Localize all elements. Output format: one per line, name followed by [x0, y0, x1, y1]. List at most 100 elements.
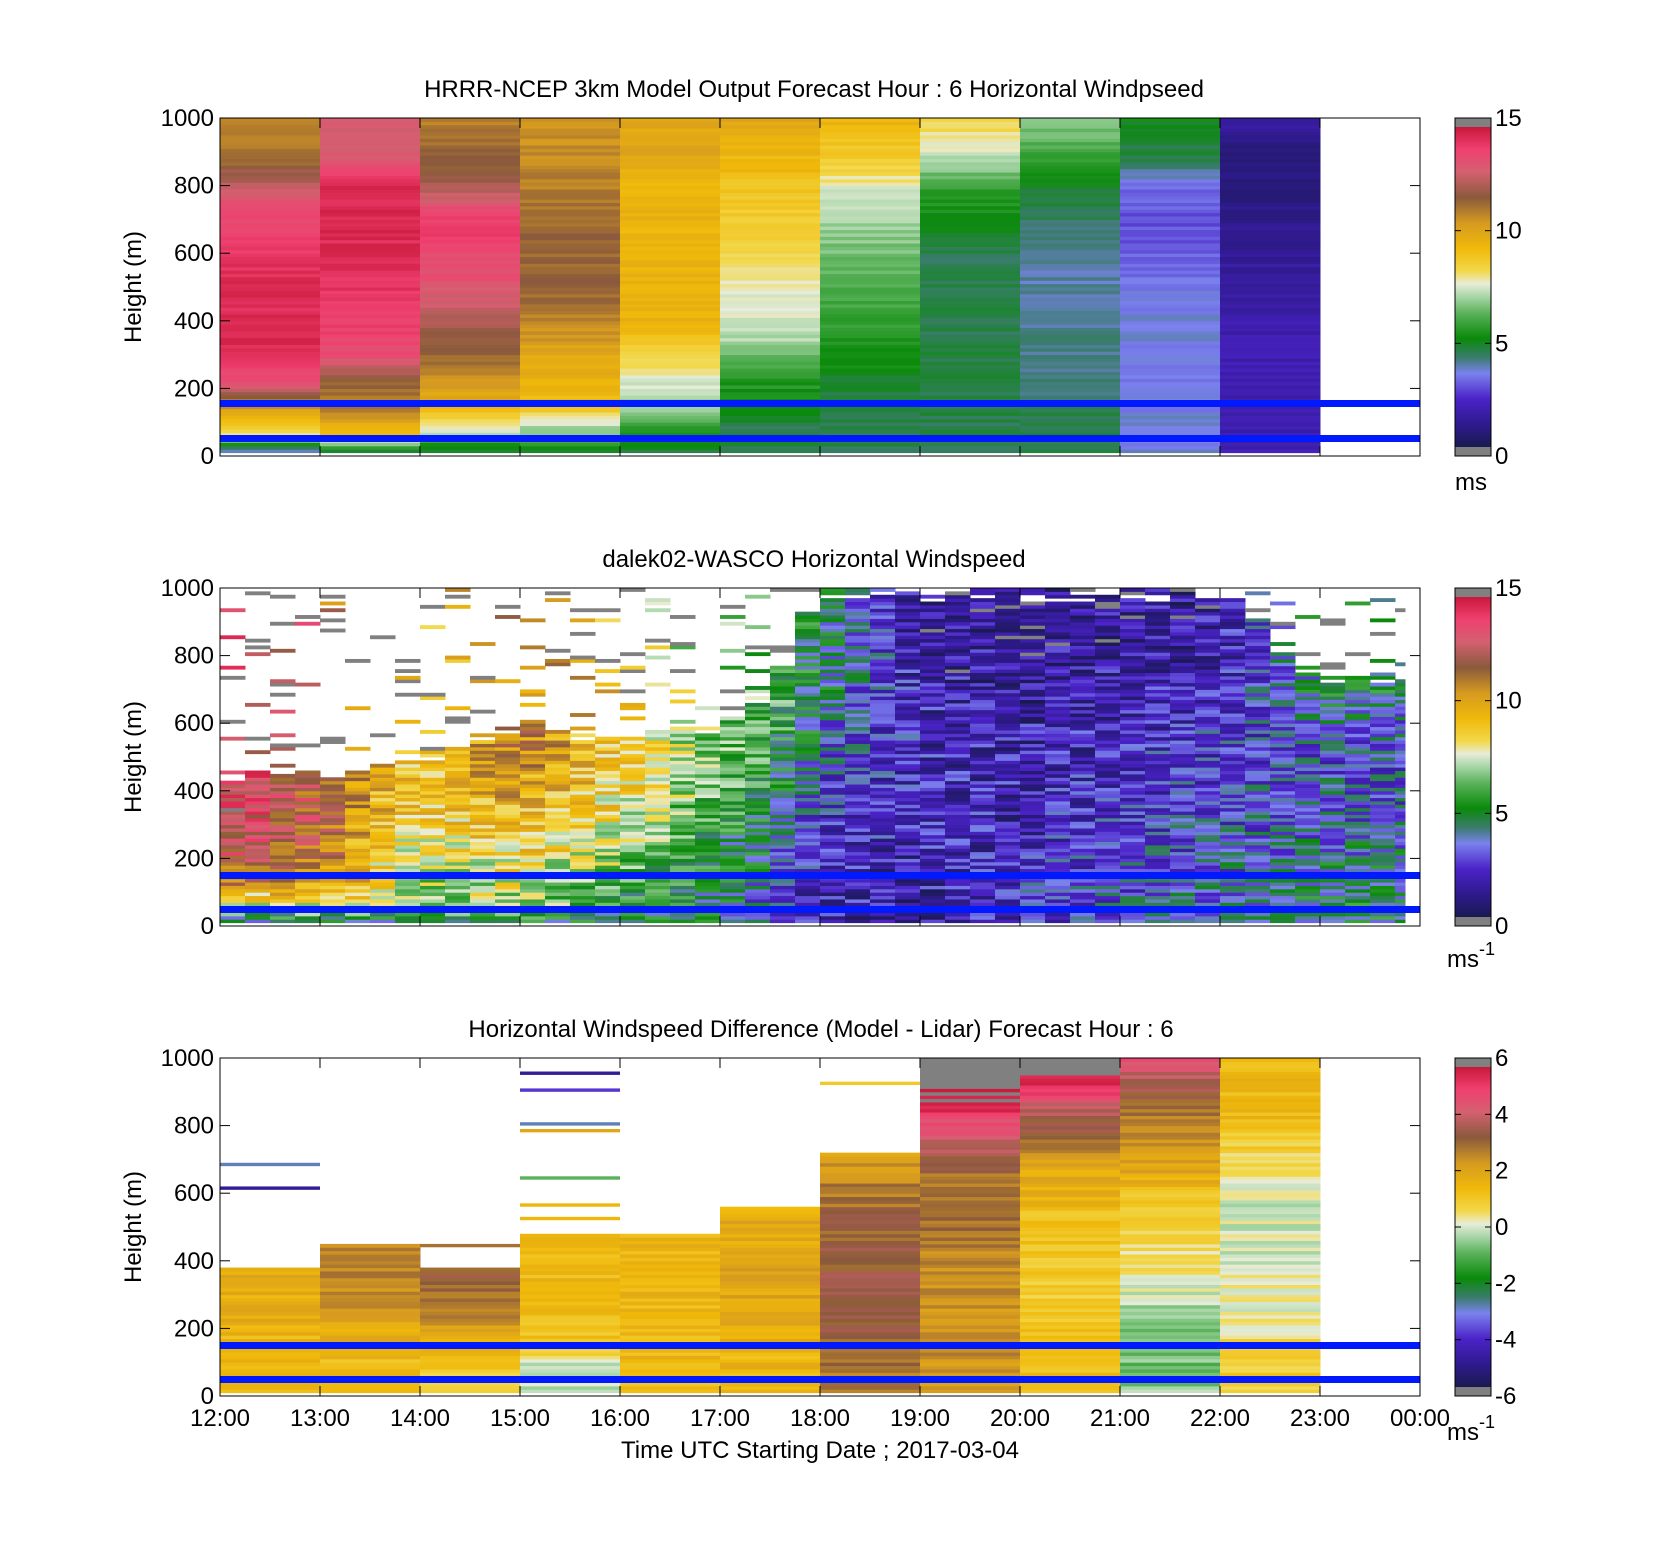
heatmap-cell: [470, 807, 496, 812]
heatmap-cell: [645, 767, 671, 772]
heatmap-cell: [770, 902, 796, 907]
heatmap-cell: [495, 740, 521, 744]
heatmap-cell: [1295, 865, 1321, 870]
heatmap-cell: [320, 172, 421, 176]
heatmap-cell: [1045, 709, 1071, 714]
heatmap-cell: [1220, 195, 1321, 200]
heatmap-cell: [1295, 706, 1321, 711]
unit-base: ms: [1447, 946, 1479, 973]
heatmap-cell: [820, 344, 921, 349]
heatmap-cell: [620, 665, 646, 670]
heatmap-cell: [870, 740, 896, 744]
heatmap-cell: [720, 131, 821, 136]
heatmap-cell: [1170, 726, 1196, 731]
heatmap-cell: [570, 838, 596, 842]
heatmap-cell: [795, 672, 821, 677]
heatmap-cell: [295, 777, 321, 782]
heatmap-cell: [820, 895, 846, 900]
heatmap-cell: [920, 658, 946, 663]
heatmap-cell: [720, 445, 821, 450]
heatmap-cell: [1395, 689, 1406, 694]
heatmap-cell: [820, 209, 921, 214]
heatmap-cell: [1220, 418, 1321, 423]
heatmap-cell: [745, 767, 771, 772]
heatmap-cell: [945, 736, 971, 741]
heatmap-cell: [1320, 898, 1346, 903]
heatmap-cell: [720, 743, 746, 748]
heatmap-cell: [1195, 800, 1221, 805]
heatmap-cell: [1245, 858, 1271, 863]
heatmap-cell: [345, 770, 371, 775]
heatmap-cell: [920, 148, 1021, 153]
heatmap-cell: [1145, 878, 1171, 883]
heatmap-cell: [1145, 790, 1171, 795]
heatmap-cell: [1020, 777, 1046, 782]
heatmap-cell: [1020, 199, 1121, 203]
heatmap-cell: [745, 594, 771, 599]
heatmap-cell: [1120, 804, 1146, 809]
heatmap-cell: [1345, 794, 1371, 799]
heatmap-cell: [1120, 757, 1146, 761]
heatmap-cell: [420, 232, 521, 237]
heatmap-cell: [570, 811, 596, 815]
heatmap-cell: [720, 811, 746, 815]
heatmap-cell: [795, 841, 821, 846]
heatmap-cell: [1370, 902, 1396, 907]
heatmap-cell: [1345, 760, 1371, 765]
heatmap-cell: [270, 794, 296, 799]
heatmap-cell: [1220, 192, 1321, 197]
heatmap-cell: [1020, 770, 1046, 775]
heatmap-cell: [1020, 425, 1121, 430]
heatmap-cell: [595, 608, 621, 613]
heatmap-cell: [720, 287, 821, 291]
heatmap-cell: [720, 314, 821, 318]
heatmap-cell: [645, 763, 671, 768]
heatmap-cell: [845, 915, 871, 920]
heatmap-cell: [1095, 892, 1121, 897]
heatmap-cell: [720, 300, 821, 305]
panel1-reference-lines: [220, 400, 1420, 442]
heatmap-cell: [820, 655, 846, 660]
heatmap-cell: [920, 804, 946, 809]
heatmap-cell: [420, 216, 521, 220]
heatmap-cell: [870, 888, 896, 893]
heatmap-cell: [720, 422, 821, 427]
heatmap-cell: [420, 750, 446, 755]
heatmap-cell: [420, 128, 521, 133]
heatmap-cell: [1120, 138, 1221, 143]
heatmap-cell: [820, 885, 846, 890]
heatmap-cell: [1020, 767, 1046, 772]
heatmap-cell: [220, 192, 321, 197]
heatmap-cell: [1270, 807, 1296, 812]
heatmap-cell: [520, 212, 621, 217]
heatmap-cell: [595, 855, 621, 859]
heatmap-cell: [320, 445, 421, 450]
heatmap-cell: [695, 885, 721, 890]
heatmap-cell: [1045, 885, 1071, 890]
heatmap-cell: [920, 205, 1021, 210]
heatmap-cell: [1020, 364, 1121, 369]
heatmap-cell: [620, 351, 721, 356]
heatmap-cell: [520, 145, 621, 149]
heatmap-cell: [1370, 740, 1396, 744]
heatmap-cell: [770, 648, 796, 653]
heatmap-cell: [1145, 794, 1171, 799]
heatmap-cell: [1045, 686, 1071, 690]
heatmap-cell: [420, 209, 521, 214]
heatmap-cell: [1170, 679, 1196, 684]
heatmap-cell: [1320, 729, 1346, 734]
heatmap-cell: [320, 1355, 421, 1360]
heatmap-cell: [395, 861, 421, 866]
heatmap-cell: [1145, 638, 1171, 643]
heatmap-cell: [570, 895, 596, 900]
heatmap-cell: [720, 868, 746, 873]
heatmap-cell: [1045, 719, 1071, 724]
heatmap-cell: [345, 658, 371, 663]
heatmap-cell: [320, 865, 346, 870]
heatmap-cell: [720, 128, 821, 133]
heatmap-cell: [1370, 658, 1396, 663]
heatmap-cell: [670, 807, 696, 812]
heatmap-cell: [695, 733, 721, 738]
heatmap-cell: [995, 740, 1021, 744]
heatmap-cell: [520, 222, 621, 227]
